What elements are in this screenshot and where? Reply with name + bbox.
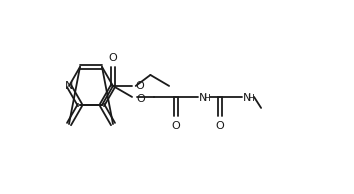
Text: O: O — [172, 121, 181, 131]
Text: N: N — [243, 93, 251, 103]
Text: H: H — [247, 94, 254, 103]
Text: O: O — [136, 81, 144, 91]
Text: O: O — [216, 121, 224, 131]
Text: O: O — [109, 53, 118, 63]
Text: H: H — [203, 94, 210, 103]
Text: N: N — [65, 81, 73, 91]
Text: O: O — [136, 94, 145, 104]
Text: N: N — [199, 93, 207, 103]
